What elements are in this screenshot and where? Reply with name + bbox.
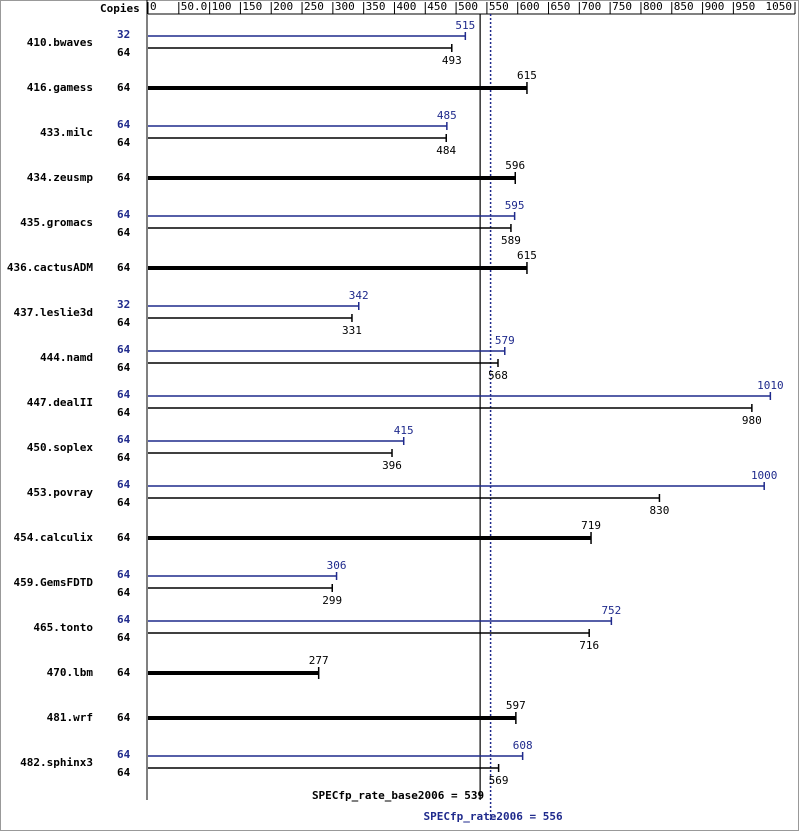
x-tick-label: 100 (212, 0, 232, 13)
copies-label: 64 (117, 631, 131, 644)
value-label: 299 (322, 594, 342, 607)
benchmark-label: 465.tonto (33, 621, 93, 634)
copies-label: 64 (117, 46, 131, 59)
value-label: 331 (342, 324, 362, 337)
copies-label: 64 (117, 136, 131, 149)
value-label: 568 (488, 369, 508, 382)
value-label: 306 (327, 559, 347, 572)
x-tick-label: 250 (304, 0, 324, 13)
value-label: 485 (437, 109, 457, 122)
value-label: 415 (394, 424, 414, 437)
benchmark-label: 481.wrf (47, 711, 93, 724)
value-label: 396 (382, 459, 402, 472)
benchmark-label: 434.zeusmp (27, 171, 94, 184)
copies-label: 64 (117, 433, 131, 446)
x-tick-label: 900 (705, 0, 725, 13)
benchmark-label: 453.povray (27, 486, 94, 499)
x-tick-label: 350 (366, 0, 386, 13)
benchmark-label: 436.cactusADM (7, 261, 93, 274)
copies-label: 64 (117, 406, 131, 419)
value-label: 830 (650, 504, 670, 517)
benchmark-label: 416.gamess (27, 81, 93, 94)
benchmark-label: 459.GemsFDTD (14, 576, 94, 589)
benchmark-label: 482.sphinx3 (20, 756, 93, 769)
copies-label: 64 (117, 568, 131, 581)
copies-label: 32 (117, 28, 130, 41)
x-tick-label: 300 (335, 0, 355, 13)
copies-label: 64 (117, 666, 131, 679)
value-label: 1010 (757, 379, 784, 392)
value-label: 484 (436, 144, 456, 157)
x-tick-label: 500 (458, 0, 478, 13)
copies-label: 64 (117, 711, 131, 724)
x-tick-label: 850 (674, 0, 694, 13)
x-tick-label: 600 (520, 0, 540, 13)
copies-label: 64 (117, 766, 131, 779)
copies-label: 64 (117, 316, 131, 329)
value-label: 277 (309, 654, 329, 667)
copies-label: 64 (117, 261, 131, 274)
copies-label: 64 (117, 343, 131, 356)
x-tick-label: 1050 (766, 0, 793, 13)
value-label: 608 (513, 739, 533, 752)
value-label: 719 (581, 519, 601, 532)
benchmark-label: 470.lbm (47, 666, 94, 679)
copies-label: 64 (117, 496, 131, 509)
copies-label: 64 (117, 586, 131, 599)
copies-label: 64 (117, 451, 131, 464)
x-tick-label: 800 (643, 0, 663, 13)
copies-label: 64 (117, 613, 131, 626)
value-label: 342 (349, 289, 369, 302)
value-label: 569 (489, 774, 509, 787)
benchmark-label: 450.soplex (27, 441, 94, 454)
value-label: 615 (517, 69, 537, 82)
value-label: 597 (506, 699, 526, 712)
copies-label: 64 (117, 388, 131, 401)
copies-label: 64 (117, 478, 131, 491)
copies-label: 64 (117, 208, 131, 221)
x-tick-label: 650 (551, 0, 571, 13)
value-label: 493 (442, 54, 462, 67)
value-label: 589 (501, 234, 521, 247)
x-tick-label: 150 (242, 0, 262, 13)
value-label: 515 (455, 19, 475, 32)
value-label: 595 (505, 199, 525, 212)
value-label: 579 (495, 334, 515, 347)
benchmark-label: 437.leslie3d (14, 306, 93, 319)
copies-label: 64 (117, 361, 131, 374)
benchmark-label: 444.namd (40, 351, 93, 364)
x-tick-label: 950 (735, 0, 755, 13)
copies-label: 64 (117, 748, 131, 761)
copies-header: Copies (100, 2, 140, 15)
benchmark-label: 433.milc (40, 126, 93, 139)
copies-label: 64 (117, 226, 131, 239)
x-tick-label: 400 (396, 0, 416, 13)
x-tick-label: 550 (489, 0, 509, 13)
reference-label: SPECfp_rate_base2006 = 539 (312, 789, 484, 802)
copies-label: 32 (117, 298, 130, 311)
x-tick-label: 50.0 (181, 0, 208, 13)
value-label: 596 (505, 159, 525, 172)
x-tick-label: 450 (427, 0, 447, 13)
reference-label: SPECfp_rate2006 = 556 (424, 810, 563, 823)
value-label: 980 (742, 414, 762, 427)
x-tick-label: 200 (273, 0, 293, 13)
benchmark-label: 454.calculix (14, 531, 94, 544)
copies-label: 64 (117, 531, 131, 544)
value-label: 716 (579, 639, 599, 652)
value-label: 615 (517, 249, 537, 262)
copies-label: 64 (117, 118, 131, 131)
value-label: 1000 (751, 469, 778, 482)
x-tick-label: 700 (581, 0, 601, 13)
value-label: 752 (601, 604, 621, 617)
x-tick-label: 750 (612, 0, 632, 13)
benchmark-label: 447.dealII (27, 396, 93, 409)
copies-label: 64 (117, 81, 131, 94)
x-tick-label: 0 (150, 0, 157, 13)
benchmark-label: 410.bwaves (27, 36, 93, 49)
benchmark-label: 435.gromacs (20, 216, 93, 229)
copies-label: 64 (117, 171, 131, 184)
